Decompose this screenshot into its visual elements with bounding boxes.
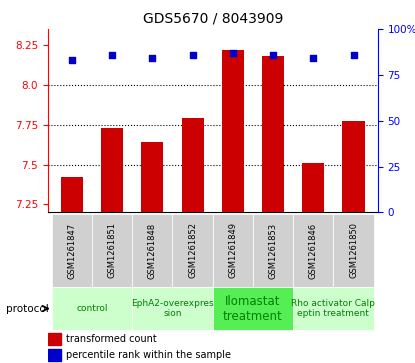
Bar	[132, 287, 213, 330]
Point	[109, 52, 115, 58]
Bar	[48, 333, 61, 345]
Bar	[48, 349, 61, 362]
Bar	[302, 163, 325, 212]
Text: GSM1261847: GSM1261847	[67, 223, 76, 278]
Bar	[213, 214, 253, 287]
Text: protocol: protocol	[6, 303, 49, 314]
Text: EphA2-overexpres
sion: EphA2-overexpres sion	[131, 299, 214, 318]
Point	[149, 56, 156, 61]
Bar	[342, 122, 364, 212]
Bar	[333, 214, 374, 287]
Point	[270, 52, 276, 58]
Bar	[141, 142, 164, 212]
Bar	[132, 214, 173, 287]
Text: GSM1261846: GSM1261846	[309, 223, 318, 278]
Text: Ilomastat
treatment: Ilomastat treatment	[223, 294, 283, 323]
Bar	[52, 214, 92, 287]
Bar	[52, 287, 132, 330]
Bar	[262, 56, 284, 212]
Text: GSM1261849: GSM1261849	[228, 223, 237, 278]
Text: GSM1261848: GSM1261848	[148, 223, 157, 278]
Text: GSM1261851: GSM1261851	[107, 223, 117, 278]
Bar	[92, 214, 132, 287]
Bar	[253, 214, 293, 287]
Bar	[222, 50, 244, 212]
Text: GSM1261853: GSM1261853	[269, 223, 278, 278]
Text: control: control	[76, 304, 108, 313]
Text: percentile rank within the sample: percentile rank within the sample	[66, 350, 231, 360]
Point	[229, 50, 236, 56]
Bar	[61, 177, 83, 212]
Point	[68, 57, 75, 63]
Bar	[213, 287, 293, 330]
Text: Rho activator Calp
eptin treatment: Rho activator Calp eptin treatment	[291, 299, 375, 318]
Point	[189, 52, 196, 58]
Text: GSM1261850: GSM1261850	[349, 223, 358, 278]
Title: GDS5670 / 8043909: GDS5670 / 8043909	[142, 11, 283, 25]
Text: transformed count: transformed count	[66, 334, 156, 344]
Bar	[293, 287, 374, 330]
Bar	[181, 118, 204, 212]
Bar	[293, 214, 333, 287]
Bar	[173, 214, 213, 287]
Text: GSM1261852: GSM1261852	[188, 223, 197, 278]
Point	[310, 56, 317, 61]
Bar	[101, 128, 123, 212]
Point	[350, 52, 357, 58]
